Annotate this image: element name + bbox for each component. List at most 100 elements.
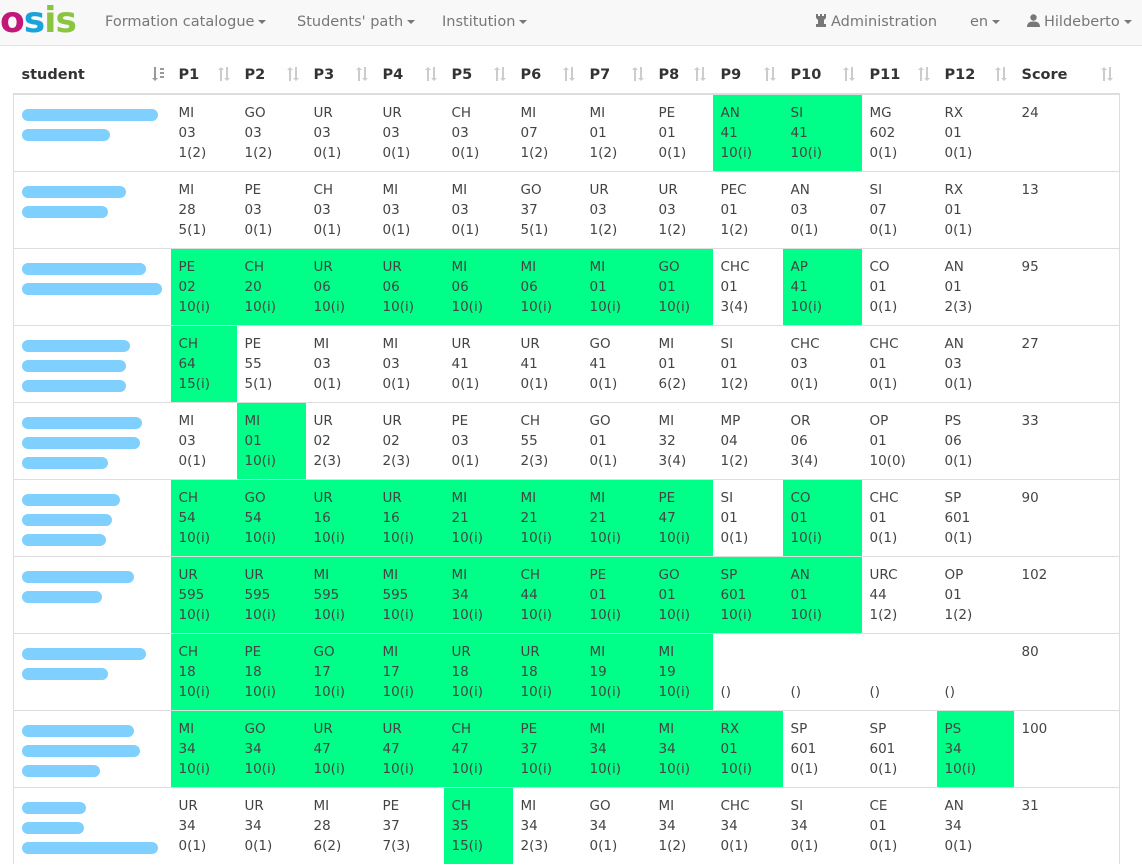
sort-icon[interactable]: [917, 66, 931, 82]
column-header-score[interactable]: Score: [1013, 56, 1120, 95]
student-cell-redacted[interactable]: [13, 170, 171, 248]
column-header-p9[interactable]: P9: [712, 56, 783, 95]
nav-institution[interactable]: Institution: [442, 0, 528, 46]
course-number: 06: [451, 278, 469, 295]
column-header-p7[interactable]: P7: [581, 56, 651, 95]
nav-administration[interactable]: Administration: [815, 0, 937, 46]
course-code: UR: [313, 412, 333, 429]
column-header-label: student: [21, 66, 85, 83]
course-result: 10(i): [451, 760, 483, 777]
course-cell-p6: MI 21 10(i): [512, 478, 582, 556]
user-menu[interactable]: Hildeberto: [1027, 0, 1132, 46]
student-cell-redacted[interactable]: [13, 324, 171, 402]
course-code: MI: [178, 181, 195, 198]
course-cell-p2: GO 54 10(i): [236, 478, 306, 556]
course-number: 01: [869, 355, 887, 372]
student-cell-redacted[interactable]: [13, 555, 171, 633]
course-cell-p4: UR 03 0(1): [374, 93, 444, 171]
column-header-p5[interactable]: P5: [443, 56, 513, 95]
sort-icon[interactable]: [493, 66, 507, 82]
sort-icon[interactable]: [1100, 66, 1114, 82]
course-result: 10(i): [589, 683, 621, 700]
course-cell-p4: MI 03 0(1): [374, 170, 444, 248]
course-result: (): [944, 683, 956, 700]
student-cell-redacted[interactable]: [13, 786, 171, 864]
course-cell-p9: AN 41 10(i): [712, 93, 783, 171]
sort-icon[interactable]: [842, 66, 856, 82]
course-code: MP: [720, 412, 741, 429]
sort-icon[interactable]: [355, 66, 369, 82]
language-selector[interactable]: en: [970, 0, 1001, 46]
chevron-down-icon: [407, 20, 416, 24]
sort-icon[interactable]: [631, 66, 645, 82]
course-code: MI: [520, 105, 537, 121]
course-code: GO: [589, 412, 611, 429]
course-number: 20: [244, 278, 262, 295]
course-result: 0(1): [178, 837, 207, 854]
sort-icon[interactable]: [693, 66, 707, 82]
nav-students-path[interactable]: Students' path: [297, 0, 416, 46]
course-cell-p11: CE 01 0(1): [861, 786, 937, 864]
course-code: GO: [244, 105, 266, 121]
course-cell-p5: PE 03 0(1): [443, 401, 513, 479]
course-cell-p1: CH 54 10(i): [170, 478, 237, 556]
course-cell-p12: RX 01 0(1): [936, 93, 1014, 171]
course-result: 0(1): [451, 221, 480, 238]
sort-icon[interactable]: [763, 66, 777, 82]
column-header-p11[interactable]: P11: [861, 56, 937, 95]
column-header-p8[interactable]: P8: [650, 56, 713, 95]
course-number: 21: [451, 509, 469, 526]
course-code: MI: [658, 720, 675, 737]
sort-icon[interactable]: [286, 66, 300, 82]
course-cell-p9: SP 601 10(i): [712, 555, 783, 633]
course-number: 01: [589, 125, 607, 141]
sort-alpha-icon[interactable]: [151, 66, 165, 82]
redaction-bar: [22, 456, 108, 469]
course-cell-p7: PE 01 10(i): [581, 555, 651, 633]
column-header-label: P6: [520, 66, 542, 83]
course-cell-p2: PE 18 10(i): [236, 632, 306, 710]
student-cell-redacted[interactable]: [13, 632, 171, 710]
course-number: 47: [382, 740, 400, 757]
course-number: 37: [520, 740, 538, 757]
course-code: UR: [244, 566, 264, 583]
column-header-p1[interactable]: P1: [170, 56, 237, 95]
column-header-student[interactable]: student: [13, 56, 171, 95]
course-code: MI: [313, 797, 330, 814]
course-cell-p11: OP 01 10(0): [861, 401, 937, 479]
redaction-bar: [22, 744, 140, 757]
course-cell-p3: CH 03 0(1): [305, 170, 375, 248]
column-header-p2[interactable]: P2: [236, 56, 306, 95]
student-cell-redacted[interactable]: [13, 93, 171, 171]
student-cell-redacted[interactable]: [13, 247, 171, 325]
course-number: 01: [244, 432, 262, 449]
student-cell-redacted[interactable]: [13, 709, 171, 787]
column-header-p10[interactable]: P10: [782, 56, 862, 95]
osis-logo[interactable]: osis: [0, 0, 77, 41]
course-code: SI: [720, 335, 734, 352]
course-result: 1(2): [720, 375, 749, 392]
score-value: 102: [1021, 566, 1048, 583]
column-header-p6[interactable]: P6: [512, 56, 582, 95]
nav-formation-catalogue[interactable]: Formation catalogue: [105, 0, 267, 46]
course-number: 01: [658, 125, 676, 141]
column-header-p4[interactable]: P4: [374, 56, 444, 95]
course-number: 601: [720, 586, 747, 603]
sort-icon[interactable]: [994, 66, 1008, 82]
course-code: UR: [451, 643, 471, 660]
table-row: UR 34 0(1) UR 34 0(1) MI 28 6(2) PE 37 7(3) CH 35 15(i…: [13, 786, 1120, 864]
sort-icon[interactable]: [562, 66, 576, 82]
course-code: UR: [313, 105, 333, 121]
course-result: 10(i): [178, 760, 210, 777]
column-header-p12[interactable]: P12: [936, 56, 1014, 95]
sort-icon[interactable]: [424, 66, 438, 82]
column-header-p3[interactable]: P3: [305, 56, 375, 95]
student-cell-redacted[interactable]: [13, 401, 171, 479]
redaction-bar: [22, 205, 108, 218]
student-cell-redacted[interactable]: [13, 478, 171, 556]
score-cell: 102: [1013, 555, 1120, 633]
sort-icon[interactable]: [217, 66, 231, 82]
course-cell-p4: UR 16 10(i): [374, 478, 444, 556]
score-value: 24: [1021, 105, 1039, 121]
course-result: 10(i): [313, 529, 345, 546]
